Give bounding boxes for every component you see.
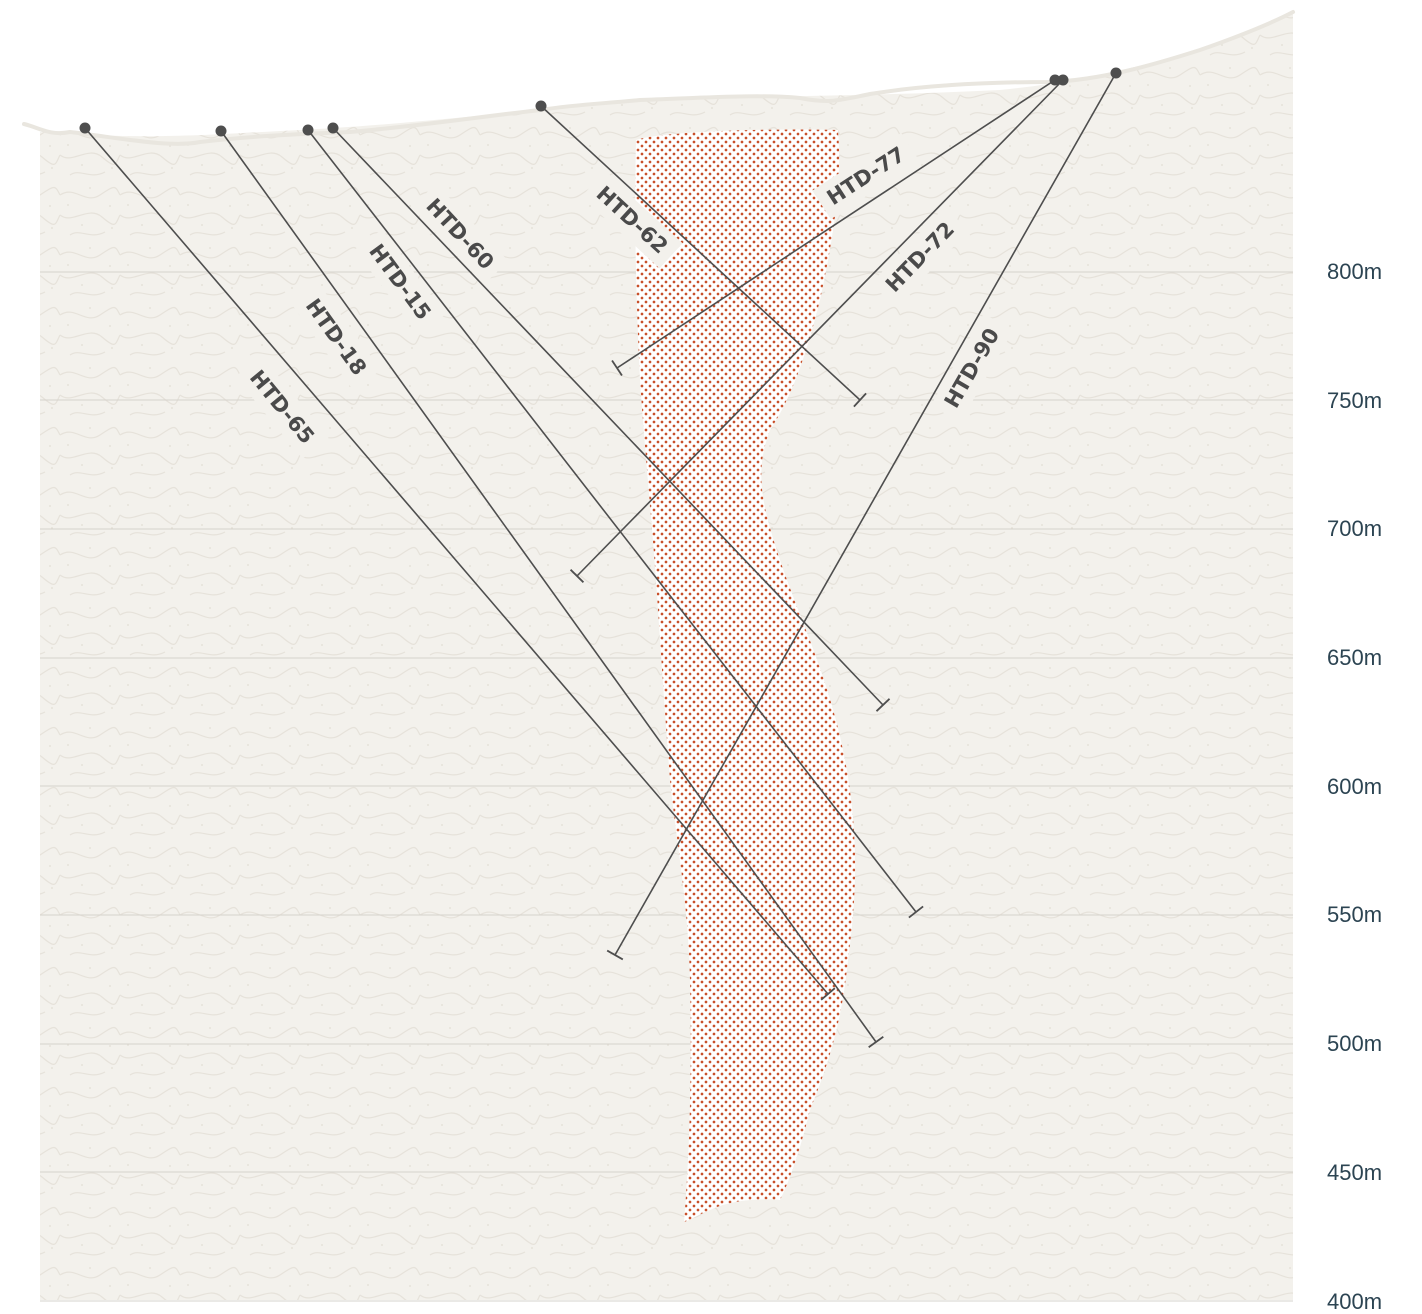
collar-marker xyxy=(1057,74,1069,86)
drill-trace xyxy=(540,105,861,401)
elevation-label-800m: 800m xyxy=(1327,259,1382,284)
elevation-label-450m: 450m xyxy=(1327,1160,1382,1185)
collar-marker xyxy=(1049,74,1061,86)
collar-marker xyxy=(79,122,91,134)
elevation-label-550m: 550m xyxy=(1327,902,1382,927)
collar-marker xyxy=(327,122,339,134)
hole-end-marker xyxy=(569,569,585,583)
drill-trace xyxy=(84,127,829,995)
hole-end-marker xyxy=(875,698,891,712)
orebody-zone xyxy=(635,129,856,1222)
drill-trace xyxy=(332,127,884,706)
elevation-label-650m: 650m xyxy=(1327,645,1382,670)
hole-end-marker xyxy=(611,359,623,377)
elevation-axis: 800m 750m 700m 650m 600m 550m 500m 450m 400m xyxy=(1327,259,1382,1314)
ground-surface-line xyxy=(22,10,1295,146)
elevation-label-700m: 700m xyxy=(1327,516,1382,541)
elevation-label-500m: 500m xyxy=(1327,1031,1382,1056)
hole-end-marker xyxy=(606,949,624,961)
drill-trace xyxy=(614,72,1117,956)
drill-trace xyxy=(616,79,1056,369)
collar-marker xyxy=(302,124,314,136)
hole-end-marker xyxy=(868,1036,884,1048)
collar-marker xyxy=(535,100,547,112)
drill-trace xyxy=(576,79,1064,577)
elevation-label-600m: 600m xyxy=(1327,774,1382,799)
hole-end-marker xyxy=(908,905,924,919)
hole-end-marker xyxy=(820,987,836,1001)
drill-trace xyxy=(220,130,877,1043)
elevation-label-750m: 750m xyxy=(1327,388,1382,413)
elevation-label-400m: 400m xyxy=(1327,1289,1382,1314)
hole-end-marker xyxy=(853,392,867,408)
collar-marker xyxy=(1110,67,1122,79)
collar-marker xyxy=(215,125,227,137)
drill-trace xyxy=(307,129,917,913)
